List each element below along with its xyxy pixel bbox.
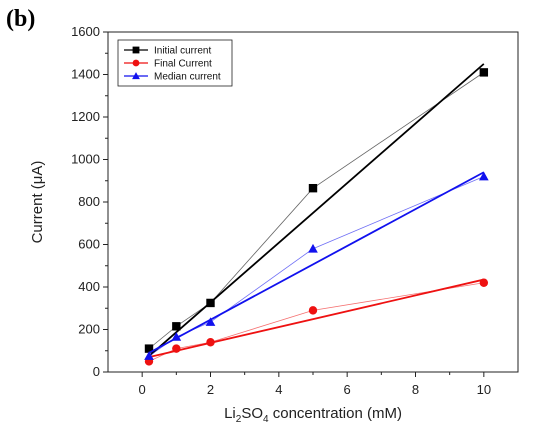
data-point xyxy=(308,306,318,315)
series-layer xyxy=(144,63,489,366)
data-point xyxy=(206,338,215,347)
data-point xyxy=(308,183,318,193)
y-tick-label: 600 xyxy=(78,237,100,252)
y-tick-label: 1400 xyxy=(71,67,100,82)
legend-marker xyxy=(132,46,140,54)
data-point xyxy=(206,298,215,308)
x-tick-label: 8 xyxy=(412,382,419,397)
data-point xyxy=(479,278,489,287)
series-2 xyxy=(144,278,489,366)
y-tick-label: 1200 xyxy=(71,109,100,124)
y-tick-label: 1600 xyxy=(71,24,100,39)
x-tick-label: 2 xyxy=(207,382,214,397)
y-tick-label: 800 xyxy=(78,194,100,209)
x-axis-title: Li2SO4 concentration (mM) xyxy=(224,405,402,425)
series-connector-line xyxy=(148,282,484,362)
y-tick-label: 1000 xyxy=(71,152,100,167)
data-point xyxy=(205,317,216,326)
data-point xyxy=(171,332,182,341)
legend-label: Median current xyxy=(154,72,221,83)
series-1 xyxy=(144,63,489,357)
data-point xyxy=(144,344,154,353)
legend-marker xyxy=(132,72,140,80)
y-tick-label: 200 xyxy=(78,322,100,337)
data-point xyxy=(172,344,181,353)
data-point xyxy=(144,351,154,360)
x-tick-label: 6 xyxy=(344,382,351,397)
x-axis-title-sub2: 4 xyxy=(263,414,269,425)
legend-label: Final Current xyxy=(154,59,212,70)
legend: Initial current Final Current Median curre… xyxy=(117,39,233,87)
panel-label: (b) xyxy=(6,6,36,32)
series-connector-line xyxy=(148,176,484,357)
y-tick-label: 0 xyxy=(93,364,100,379)
x-axis-title-prefix: Li xyxy=(224,405,236,422)
x-tick-label: 0 xyxy=(139,382,146,397)
legend-label: Initial current xyxy=(154,46,211,57)
y-axis-title: Current (μA) xyxy=(29,161,46,244)
data-point xyxy=(479,68,489,77)
series-3 xyxy=(144,171,489,360)
series-fit-line xyxy=(148,63,485,357)
series-fit-line xyxy=(148,171,485,354)
y-tick-label: 400 xyxy=(78,279,100,294)
x-tick-label: 4 xyxy=(275,382,282,397)
data-point xyxy=(479,171,489,181)
legend-marker xyxy=(132,59,140,67)
x-axis-title-sub1: 2 xyxy=(236,414,242,425)
x-tick-label: 10 xyxy=(477,382,491,397)
data-point xyxy=(172,322,181,331)
x-axis-title-suffix: concentration (mM) xyxy=(269,405,402,422)
data-point xyxy=(308,243,318,253)
x-axis-title-mid: SO xyxy=(241,405,263,422)
ticks-layer: 0 2 4 6 8 10 0 200 400 600 800 1000 1200 1400 1600 xyxy=(71,24,491,397)
series-fit-line xyxy=(148,278,485,359)
